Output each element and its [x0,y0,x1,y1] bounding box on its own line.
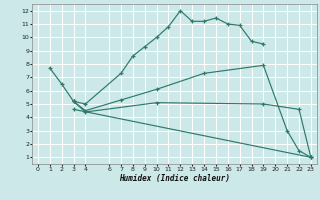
X-axis label: Humidex (Indice chaleur): Humidex (Indice chaleur) [119,174,230,183]
